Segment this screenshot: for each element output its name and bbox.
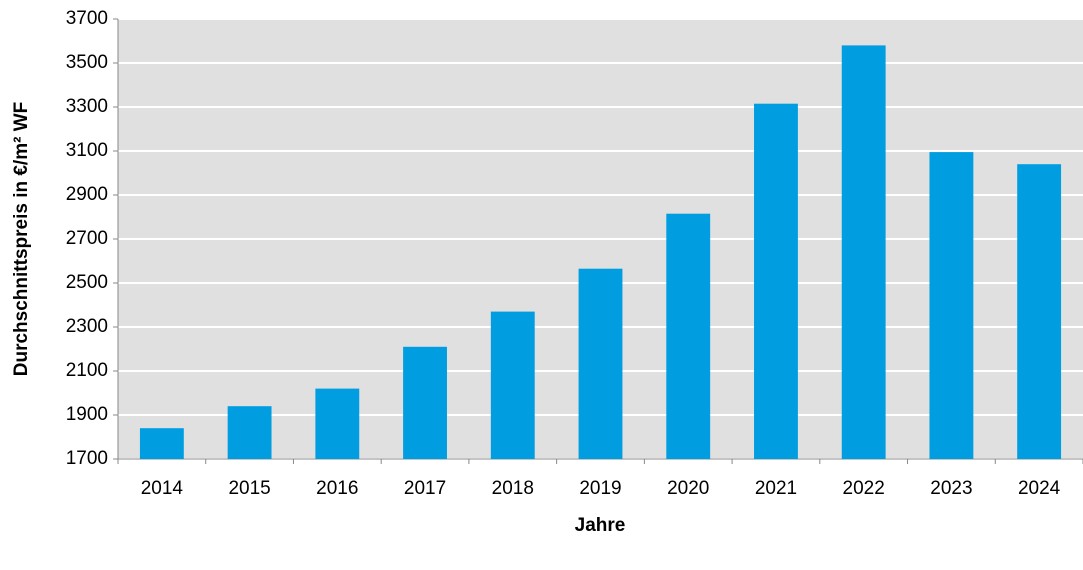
y-tick-label: 3500 [66,52,108,73]
x-tick-label: 2020 [667,478,709,499]
y-tick-label: 2300 [66,316,108,337]
x-axis-title: Jahre [575,515,626,536]
x-tick-label: 2018 [492,478,534,499]
y-tick-label: 1900 [66,404,108,425]
y-tick-label: 2500 [66,272,108,293]
x-tick-label: 2015 [228,478,270,499]
x-tick-label: 2017 [404,478,446,499]
bar [227,406,272,459]
x-tick-label: 2022 [843,478,885,499]
y-tick-label: 2100 [66,360,108,381]
bar [139,428,184,459]
y-tick-label: 3100 [66,140,108,161]
y-tick-label: 3300 [66,96,108,117]
y-axis-title: Durchschnittspreis in €/m² WF [11,102,32,376]
bar [929,152,974,459]
bar [578,268,623,459]
x-tick-label: 2016 [316,478,358,499]
x-tick-label: 2014 [141,478,184,499]
bar [403,346,447,459]
y-tick-label: 3700 [66,8,108,29]
bar [490,311,535,459]
bar [666,213,711,459]
bar [315,388,360,459]
y-tick-label: 2700 [66,228,108,249]
x-tick-label: 2021 [755,478,797,499]
y-tick-label: 1700 [66,448,108,469]
x-tick-label: 2023 [930,478,972,499]
bar [1017,164,1062,459]
bar [841,45,886,460]
bar [754,103,798,459]
x-tick-label: 2019 [579,478,621,499]
x-tick-label: 2024 [1018,478,1061,499]
y-tick-label: 2900 [66,184,108,205]
